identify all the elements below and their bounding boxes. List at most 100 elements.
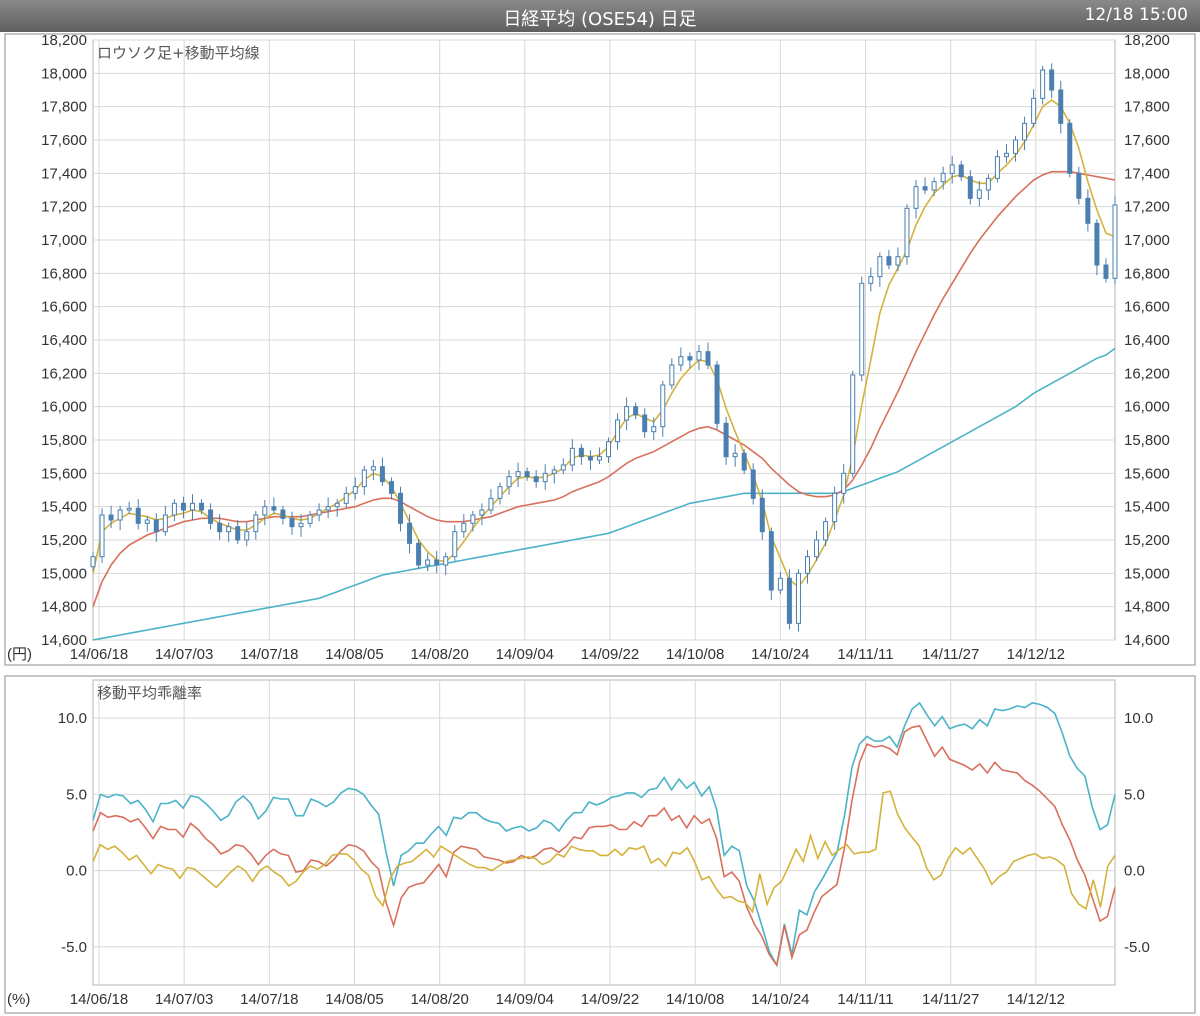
y-tick-label-right: 16,800: [1124, 265, 1170, 282]
y-tick-label-right: 17,400: [1124, 165, 1170, 182]
candle: [560, 464, 566, 471]
candle: [135, 507, 141, 524]
y-tick-label-left: 17,200: [41, 199, 87, 216]
candle: [126, 507, 132, 511]
candle: [823, 521, 829, 541]
candle: [153, 519, 159, 533]
candle: [244, 531, 250, 541]
candle: [388, 481, 394, 494]
y-tick-label-left: 15,000: [41, 565, 87, 582]
x-tick-label: 14/11/27: [922, 646, 979, 663]
y-tick-label-right: 15,200: [1124, 532, 1170, 549]
y-tick-label-left: 15,400: [41, 499, 87, 516]
y-tick-label-left: 0.0: [66, 863, 87, 880]
chart-title: 日経平均 (OSE54) 日足: [503, 9, 697, 30]
candle: [488, 497, 494, 511]
candle: [669, 364, 675, 386]
candle: [334, 502, 340, 508]
x-tick-label: 14/11/11: [837, 991, 893, 1008]
y-tick-label-right: 16,200: [1124, 365, 1170, 382]
candle: [470, 514, 476, 524]
candle: [1003, 152, 1009, 158]
candle: [1040, 69, 1046, 99]
candle: [841, 472, 847, 494]
candle: [352, 486, 358, 494]
y-tick-label-right: 17,600: [1124, 132, 1170, 149]
y-tick-label-right: 15,600: [1124, 465, 1170, 482]
candle: [832, 492, 838, 523]
y-tick-label-left: 16,000: [41, 399, 87, 416]
candle: [189, 502, 195, 511]
candle: [768, 531, 774, 591]
x-tick-label: 14/09/04: [496, 991, 554, 1008]
candle: [1022, 122, 1028, 141]
candle: [443, 556, 449, 566]
y-tick-label-left: 17,600: [41, 132, 87, 149]
x-tick-label: 14/07/03: [155, 646, 213, 663]
x-tick-label: 14/10/08: [666, 646, 724, 663]
candle: [868, 276, 874, 284]
candle: [1076, 172, 1082, 199]
y-tick-label-right: 5.0: [1124, 786, 1145, 803]
deviation-line-1: [92, 701, 1116, 968]
candle: [461, 522, 467, 533]
y-tick-label-left: 17,000: [41, 232, 87, 249]
candle: [976, 189, 982, 199]
candle: [361, 469, 367, 488]
candle: [325, 506, 331, 511]
x-tick-label: 14/10/24: [751, 646, 809, 663]
y-tick-label-right: 18,200: [1124, 32, 1170, 49]
y-tick-label-left: 15,200: [41, 532, 87, 549]
y-tick-label-left: 15,600: [41, 465, 87, 482]
candle: [895, 256, 901, 266]
candle: [217, 522, 223, 533]
candle: [452, 531, 458, 558]
title-bar: 日経平均 (OSE54) 日足 12/18 15:00: [0, 0, 1200, 32]
candle: [596, 456, 602, 461]
candle: [144, 519, 150, 524]
y-tick-label-left: 16,600: [41, 299, 87, 316]
candle: [90, 556, 96, 568]
candle: [615, 419, 621, 443]
candle: [425, 559, 431, 566]
candle: [226, 526, 232, 533]
candle: [633, 406, 639, 416]
y-tick-label-right: 17,200: [1124, 199, 1170, 216]
candle: [569, 447, 575, 466]
candle: [1058, 89, 1064, 124]
candle: [732, 452, 738, 458]
candle: [199, 502, 205, 511]
candle: [316, 509, 322, 516]
x-tick-label: 14/12/12: [1007, 991, 1065, 1008]
y-tick-label-right: 14,800: [1124, 599, 1170, 616]
candle: [624, 406, 630, 421]
candle: [678, 356, 684, 366]
candle: [398, 492, 404, 524]
candle: [750, 469, 756, 499]
candle: [859, 282, 865, 376]
candle: [696, 351, 702, 361]
x-tick-label: 14/11/27: [922, 991, 979, 1008]
candle: [551, 469, 557, 474]
candle: [99, 514, 105, 558]
candle: [180, 502, 186, 511]
candle: [379, 466, 385, 483]
candle: [940, 172, 946, 183]
deviation-line-3: [92, 790, 1116, 914]
candle: [578, 447, 584, 458]
y-tick-label-right: 17,000: [1124, 232, 1170, 249]
candle: [651, 426, 657, 433]
candle: [913, 186, 919, 209]
y-tick-label-left: 16,800: [41, 265, 87, 282]
x-tick-label: 14/07/03: [155, 991, 213, 1008]
y-tick-label-right: 18,000: [1124, 65, 1170, 82]
y-tick-label-left: 16,200: [41, 365, 87, 382]
x-tick-label: 14/12/12: [1007, 646, 1065, 663]
ma-short-line: [92, 99, 1116, 588]
candle: [416, 542, 422, 566]
candle: [985, 177, 991, 191]
candle: [786, 577, 792, 624]
y-tick-label-left: 16,400: [41, 332, 87, 349]
candle: [705, 351, 711, 366]
